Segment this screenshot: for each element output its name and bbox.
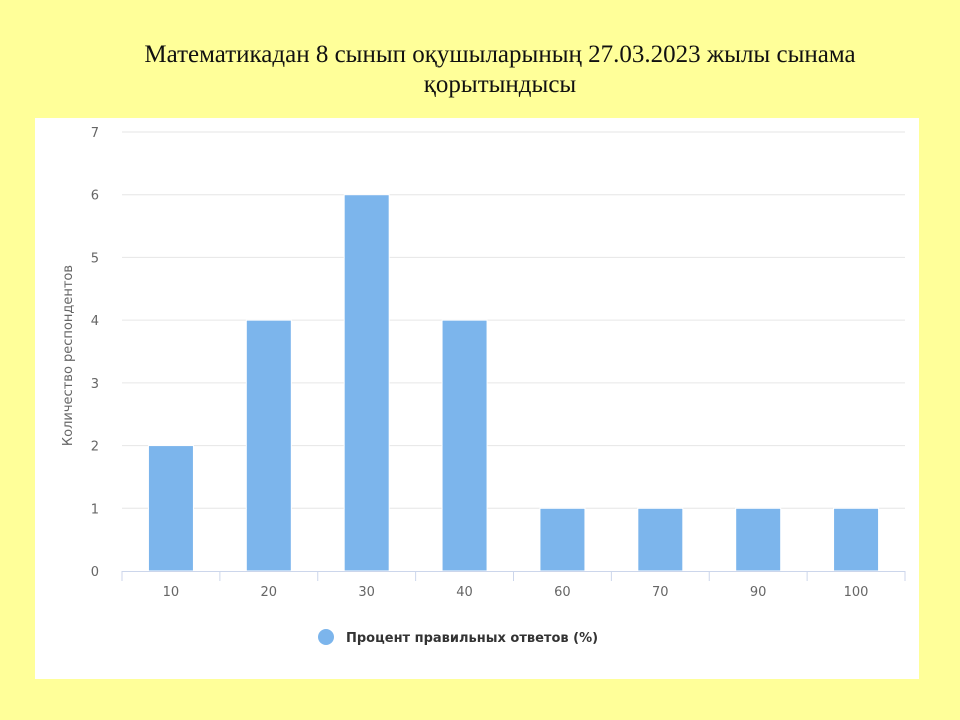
x-tick-labels: 10 20 30 40 60 70 90 100 — [163, 585, 869, 600]
y-tick-label: 1 — [91, 502, 99, 517]
slide-title-line-1: Математикадан 8 сынып оқушыларының 27.03… — [144, 41, 856, 68]
x-tick-label: 10 — [163, 585, 180, 600]
y-tick-label: 4 — [91, 314, 99, 329]
y-tick-label: 0 — [91, 565, 99, 580]
bar-60[interactable] — [539, 507, 586, 572]
x-tick-label: 100 — [844, 585, 869, 600]
y-tick-labels: 0 1 2 3 4 5 6 7 — [91, 126, 99, 580]
bar-chart: 0 1 2 3 4 5 6 7 10 20 30 40 60 70 90 100 Количество ре… — [61, 126, 906, 646]
y-tick-label: 7 — [91, 126, 99, 141]
slide-title-line-2: қорытындысы — [423, 71, 577, 98]
y-tick-label: 2 — [91, 440, 99, 455]
chart-panel: 0 1 2 3 4 5 6 7 10 20 30 40 60 70 90 100 Количество ре… — [35, 118, 919, 679]
legend-label: Процент правильных ответов (%) — [346, 631, 598, 646]
bar-70[interactable] — [637, 507, 684, 572]
x-tick-label: 70 — [652, 585, 669, 600]
y-axis-title: Количество респондентов — [61, 265, 76, 446]
bar-100[interactable] — [833, 507, 880, 572]
slide-title: Математикадан 8 сынып оқушыларының 27.03… — [60, 40, 940, 100]
y-tick-label: 3 — [91, 377, 99, 392]
y-tick-label: 5 — [91, 251, 99, 266]
legend[interactable]: Процент правильных ответов (%) — [318, 629, 598, 646]
bar-90[interactable] — [735, 507, 782, 572]
x-tick-label: 40 — [456, 585, 473, 600]
x-tick-label: 30 — [358, 585, 375, 600]
bar-40[interactable] — [441, 319, 488, 572]
legend-marker — [318, 629, 334, 645]
x-tick-label: 90 — [750, 585, 767, 600]
grid-lines — [122, 131, 905, 509]
y-tick-label: 6 — [91, 189, 99, 204]
bar-30[interactable] — [343, 194, 390, 572]
bar-10[interactable] — [147, 445, 194, 572]
x-tick-label: 60 — [554, 585, 571, 600]
x-tick-label: 20 — [261, 585, 278, 600]
x-axis — [121, 571, 906, 581]
bar-20[interactable] — [245, 319, 292, 572]
bars — [147, 194, 880, 572]
